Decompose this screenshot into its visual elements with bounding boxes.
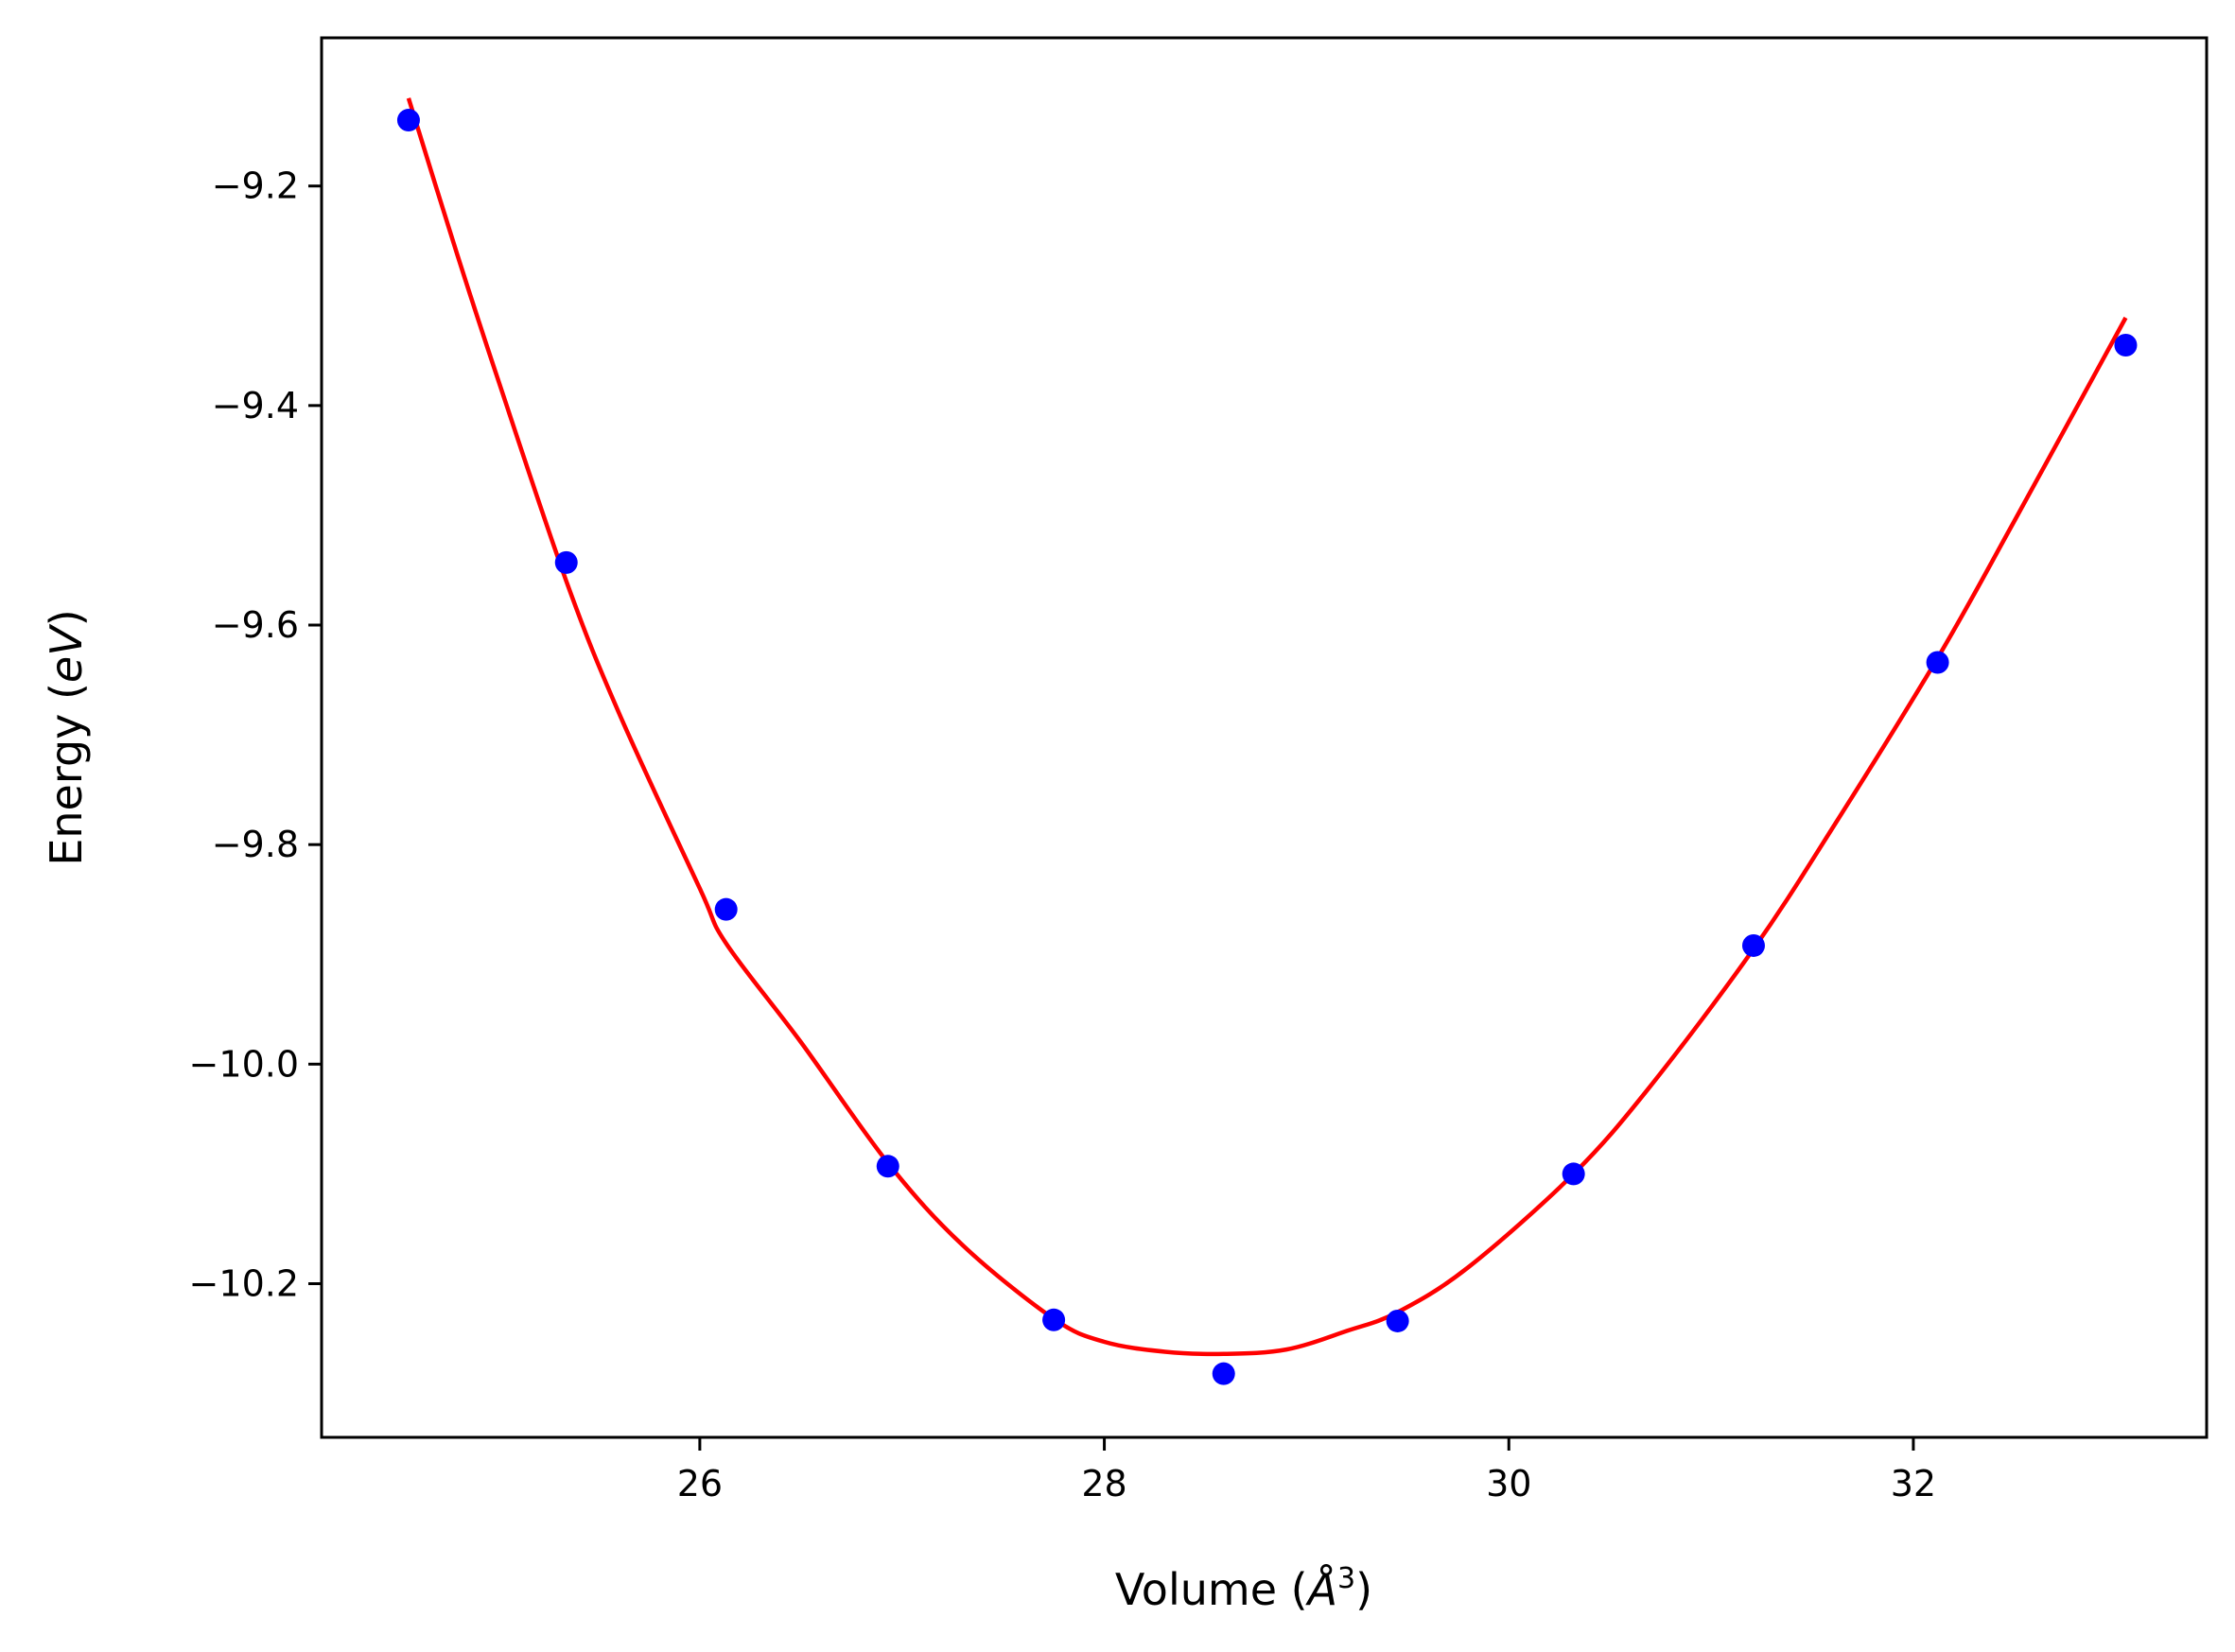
y-tick-label: −9.8 [212,824,299,865]
x-tick-label: 26 [677,1463,723,1504]
data-point [876,1155,899,1178]
data-point [1042,1308,1066,1331]
y-tick-label: −10.2 [189,1262,299,1304]
data-point [1562,1162,1585,1186]
data-point [2114,334,2138,357]
fit-curve [406,97,2128,1357]
data-point [1741,933,1765,957]
data-point [396,109,420,132]
data-point [714,897,738,921]
y-tick-label: −9.2 [212,165,299,207]
data-point [1212,1362,1235,1385]
y-tick-label: −9.4 [212,385,299,426]
data-point [1386,1309,1409,1332]
x-tick-label: 28 [1081,1463,1126,1504]
data-point [1926,651,1949,674]
x-tick-label: 30 [1486,1463,1531,1504]
fit-curve-layer [406,97,2128,1357]
y-axis-ticks: −9.2 −9.4 −9.6 −9.8 −10.0 −10.2 [189,165,322,1304]
y-tick-label: −9.6 [212,604,299,646]
data-point [554,550,578,574]
x-axis-ticks: 26 28 30 32 [677,1437,1936,1504]
y-axis-label: Energy (eV) [41,609,92,865]
plot-frame [320,36,2209,1439]
y-tick-label: −10.0 [189,1043,299,1085]
data-points-layer [396,109,2138,1385]
x-tick-label: 32 [1891,1463,1936,1504]
x-axis-label: Volume (Å3) [1115,1562,1372,1615]
